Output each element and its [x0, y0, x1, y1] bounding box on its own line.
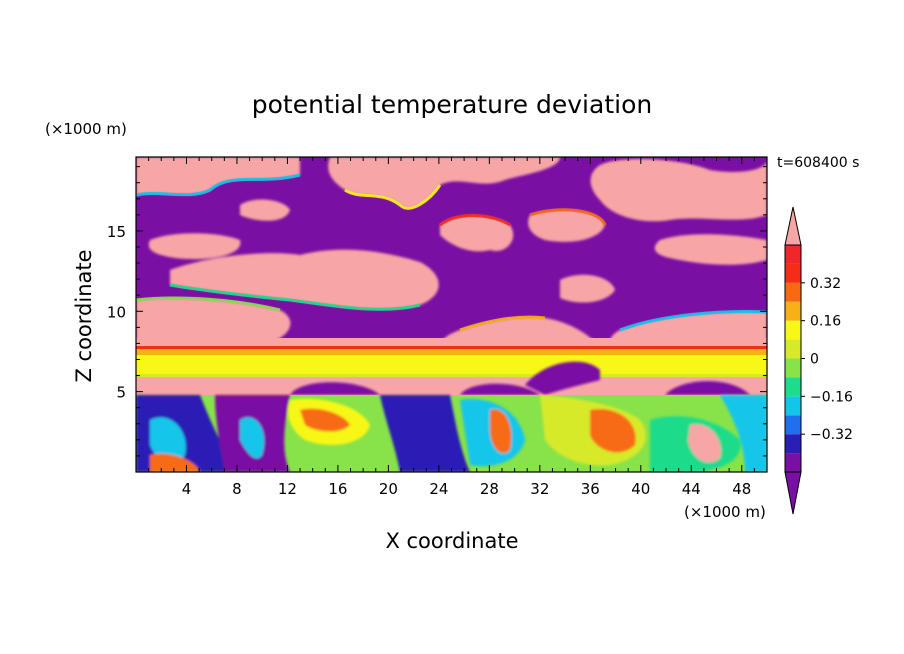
band-orange [136, 349, 767, 355]
x-tick-label: 12 [278, 480, 297, 498]
band-violet-cells [290, 361, 750, 395]
x-tick-label: 20 [379, 480, 398, 498]
colorbar-bin [785, 358, 801, 378]
x-tick-label: 8 [232, 480, 242, 498]
colorbar-bin [785, 434, 801, 454]
upper-edge-contours [136, 173, 767, 332]
band-green-line [136, 374, 767, 377]
colorbar-bottom-extend [784, 471, 802, 515]
x-axis: 4 8 12 16 20 24 28 32 36 40 44 48 [148, 157, 755, 498]
x-tick-label: 16 [328, 480, 347, 498]
colorbar-bin [785, 301, 801, 321]
colorbar-bin [785, 263, 801, 283]
colorbar-tick-label: 0.32 [810, 276, 841, 292]
colorbar-tick-label: −0.32 [810, 427, 853, 443]
x-unit-label: (×1000 m) [684, 503, 766, 521]
colorbar-tick-label: 0 [810, 352, 819, 368]
x-tick-label: 36 [581, 480, 600, 498]
colorbar-bin [785, 282, 801, 302]
band-lower-pink [136, 377, 767, 395]
colorbar-tick-label: −0.16 [810, 389, 853, 405]
x-tick-label: 40 [631, 480, 650, 498]
y-tick-label: 5 [116, 384, 126, 402]
y-axis: 5 10 15 [107, 166, 767, 457]
x-tick-label: 44 [682, 480, 701, 498]
chart-title: potential temperature deviation [252, 90, 652, 119]
colorbar-bin [785, 396, 801, 416]
band-upper-pink [136, 338, 767, 348]
colorbar-top-extend [784, 206, 802, 246]
x-tick-label: 32 [530, 480, 549, 498]
colorbar-bin [785, 320, 801, 340]
colorbar-bin [785, 453, 801, 472]
colorbar: 0.32 0.16 0 −0.16 −0.32 [784, 206, 853, 515]
y-axis-label: Z coordinate [72, 249, 96, 382]
colorbar-bin [785, 377, 801, 397]
x-tick-label: 24 [429, 480, 448, 498]
x-tick-label: 28 [480, 480, 499, 498]
y-unit-label: (×1000 m) [45, 120, 127, 138]
field-plot [136, 157, 767, 472]
time-label: t=608400 s [777, 155, 859, 171]
y-tick-label: 10 [107, 303, 126, 321]
colorbar-bin [785, 339, 801, 359]
lower-eddies [136, 395, 767, 472]
colorbar-bin [785, 245, 801, 264]
colorbar-bin [785, 415, 801, 435]
band-red-line [136, 346, 767, 349]
x-tick-label: 4 [182, 480, 192, 498]
colorbar-tick-label: 0.16 [810, 314, 841, 330]
x-axis-label: X coordinate [385, 529, 518, 553]
y-tick-label: 15 [107, 223, 126, 241]
x-tick-label: 48 [732, 480, 751, 498]
